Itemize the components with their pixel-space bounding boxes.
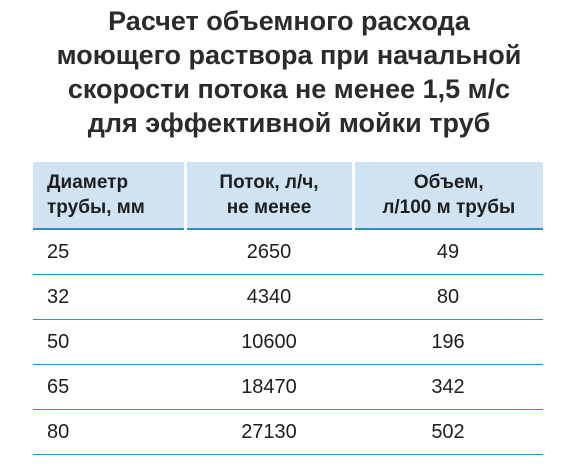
cell-flow: 4340 <box>185 274 353 320</box>
header-line: л/100 м трубы <box>382 197 516 218</box>
cell-volume: 342 <box>353 364 543 410</box>
cell-flow: 27130 <box>185 409 353 455</box>
table-body: 25 2650 49 32 4340 80 50 10600 196 65 18… <box>33 228 543 455</box>
table-header: Диаметр трубы, мм Поток, л/ч, не менее О… <box>33 162 543 229</box>
cell-diameter: 65 <box>33 364 185 410</box>
header-volume: Объем, л/100 м трубы <box>353 162 543 229</box>
flow-rate-table: Диаметр трубы, мм Поток, л/ч, не менее О… <box>33 162 543 455</box>
header-line: Диаметр <box>47 172 129 193</box>
title-line: для эффективной мойки труб <box>87 108 491 138</box>
header-line: не менее <box>226 197 312 218</box>
table-row: 80 27130 502 <box>33 409 543 455</box>
cell-volume: 49 <box>353 228 543 275</box>
cell-diameter: 80 <box>33 409 185 455</box>
cell-diameter: 25 <box>33 228 185 275</box>
header-row: Диаметр трубы, мм Поток, л/ч, не менее О… <box>33 162 543 229</box>
header-pipe-diameter: Диаметр трубы, мм <box>33 162 185 229</box>
cell-flow: 18470 <box>185 364 353 410</box>
cell-volume: 80 <box>353 274 543 320</box>
table-row: 50 10600 196 <box>33 319 543 365</box>
table-title: Расчет объемного расхода моющего раствор… <box>0 4 578 140</box>
header-flow: Поток, л/ч, не менее <box>183 162 355 229</box>
cell-volume: 502 <box>353 409 543 455</box>
title-line: Расчет объемного расхода <box>108 6 470 36</box>
header-line: Объем, <box>413 172 484 193</box>
title-line: скорости потока не менее 1,5 м/с <box>67 74 511 104</box>
title-line: моющего раствора при начальной <box>56 40 522 70</box>
cell-diameter: 50 <box>33 319 185 365</box>
cell-volume: 196 <box>353 319 543 365</box>
cell-diameter: 32 <box>33 274 185 320</box>
header-line: трубы, мм <box>47 197 145 218</box>
table-row: 32 4340 80 <box>33 274 543 320</box>
table-row: 65 18470 342 <box>33 364 543 410</box>
cell-flow: 2650 <box>185 228 353 275</box>
header-line: Поток, л/ч, <box>219 172 319 193</box>
cell-flow: 10600 <box>185 319 353 365</box>
table-row: 25 2650 49 <box>33 228 543 275</box>
